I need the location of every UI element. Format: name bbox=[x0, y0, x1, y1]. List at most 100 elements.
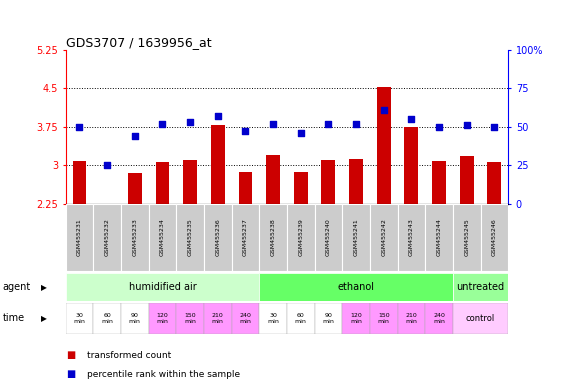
Text: 150
min: 150 min bbox=[184, 313, 196, 324]
Text: 240
min: 240 min bbox=[239, 313, 251, 324]
Bar bbox=[349, 159, 363, 204]
Text: 60
min: 60 min bbox=[295, 313, 307, 324]
Text: percentile rank within the sample: percentile rank within the sample bbox=[87, 370, 240, 379]
Bar bbox=[93, 303, 121, 334]
Text: agent: agent bbox=[3, 282, 31, 292]
Text: GSM455244: GSM455244 bbox=[437, 218, 441, 256]
Text: ethanol: ethanol bbox=[337, 282, 375, 292]
Text: GSM455238: GSM455238 bbox=[271, 218, 276, 256]
Bar bbox=[460, 156, 473, 204]
Bar bbox=[239, 172, 252, 204]
Point bbox=[407, 116, 416, 122]
Bar bbox=[73, 161, 86, 204]
Bar bbox=[397, 303, 425, 334]
Bar bbox=[425, 204, 453, 271]
Bar bbox=[342, 303, 370, 334]
Text: control: control bbox=[466, 314, 495, 323]
Bar bbox=[432, 161, 446, 204]
Bar bbox=[266, 155, 280, 204]
Bar bbox=[176, 303, 204, 334]
Text: transformed count: transformed count bbox=[87, 351, 172, 360]
Text: humidified air: humidified air bbox=[128, 282, 196, 292]
Bar bbox=[287, 303, 315, 334]
Bar bbox=[93, 204, 121, 271]
Bar bbox=[370, 204, 397, 271]
Bar bbox=[287, 204, 315, 271]
Text: GSM455234: GSM455234 bbox=[160, 218, 165, 256]
Bar bbox=[66, 204, 93, 271]
Point bbox=[379, 107, 388, 113]
Point bbox=[462, 122, 471, 128]
Text: 30
min: 30 min bbox=[74, 313, 86, 324]
Point bbox=[324, 121, 333, 127]
Bar bbox=[176, 204, 204, 271]
Bar bbox=[232, 204, 259, 271]
Bar bbox=[342, 204, 370, 271]
Text: 120
min: 120 min bbox=[156, 313, 168, 324]
Text: GSM455245: GSM455245 bbox=[464, 218, 469, 256]
Bar bbox=[155, 162, 170, 204]
Bar bbox=[315, 204, 342, 271]
Text: 210
min: 210 min bbox=[405, 313, 417, 324]
Bar bbox=[259, 273, 453, 301]
Text: 120
min: 120 min bbox=[350, 313, 362, 324]
Point bbox=[296, 130, 305, 136]
Text: GSM455239: GSM455239 bbox=[298, 218, 303, 256]
Text: GSM455240: GSM455240 bbox=[326, 218, 331, 256]
Point bbox=[75, 124, 84, 130]
Bar bbox=[488, 162, 501, 204]
Point bbox=[186, 119, 195, 125]
Bar bbox=[404, 127, 419, 204]
Bar bbox=[128, 173, 142, 204]
Bar bbox=[148, 303, 176, 334]
Text: GSM455232: GSM455232 bbox=[104, 218, 110, 256]
Bar bbox=[183, 160, 197, 204]
Bar bbox=[481, 204, 508, 271]
Bar bbox=[121, 303, 148, 334]
Text: time: time bbox=[3, 313, 25, 323]
Bar bbox=[66, 303, 93, 334]
Bar bbox=[204, 204, 232, 271]
Point bbox=[268, 121, 278, 127]
Text: GSM455233: GSM455233 bbox=[132, 218, 137, 256]
Text: ■: ■ bbox=[66, 369, 75, 379]
Bar bbox=[425, 303, 453, 334]
Bar bbox=[453, 303, 508, 334]
Point bbox=[158, 121, 167, 127]
Text: GSM455243: GSM455243 bbox=[409, 218, 414, 256]
Bar bbox=[453, 273, 508, 301]
Text: 90
min: 90 min bbox=[129, 313, 140, 324]
Point bbox=[130, 133, 139, 139]
Bar bbox=[204, 303, 232, 334]
Text: GSM455246: GSM455246 bbox=[492, 218, 497, 256]
Bar bbox=[232, 303, 259, 334]
Bar bbox=[66, 273, 259, 301]
Text: 240
min: 240 min bbox=[433, 313, 445, 324]
Point bbox=[352, 121, 361, 127]
Text: 210
min: 210 min bbox=[212, 313, 224, 324]
Bar bbox=[397, 204, 425, 271]
Bar bbox=[453, 204, 481, 271]
Text: 60
min: 60 min bbox=[101, 313, 113, 324]
Bar bbox=[377, 87, 391, 204]
Bar bbox=[259, 204, 287, 271]
Bar bbox=[321, 160, 335, 204]
Text: GSM455235: GSM455235 bbox=[188, 218, 192, 256]
Point bbox=[435, 124, 444, 130]
Point bbox=[103, 162, 112, 168]
Text: GSM455237: GSM455237 bbox=[243, 218, 248, 256]
Text: untreated: untreated bbox=[456, 282, 505, 292]
Text: GSM455242: GSM455242 bbox=[381, 218, 386, 256]
Bar bbox=[370, 303, 397, 334]
Point bbox=[241, 128, 250, 134]
Bar bbox=[259, 303, 287, 334]
Bar bbox=[121, 204, 148, 271]
Text: ▶: ▶ bbox=[41, 314, 47, 323]
Bar bbox=[211, 125, 225, 204]
Text: GSM455241: GSM455241 bbox=[353, 218, 359, 256]
Text: ■: ■ bbox=[66, 350, 75, 360]
Point bbox=[213, 113, 222, 119]
Bar bbox=[148, 204, 176, 271]
Point bbox=[490, 124, 499, 130]
Text: GSM455236: GSM455236 bbox=[215, 218, 220, 256]
